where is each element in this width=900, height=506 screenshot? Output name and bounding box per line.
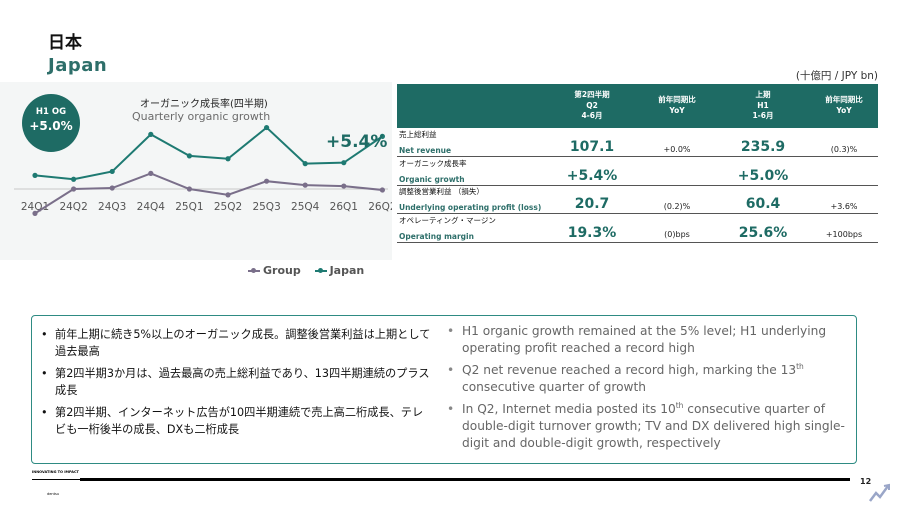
data-point-group — [71, 186, 77, 192]
unit-label: (十億円 / JPY bn) — [795, 70, 878, 82]
row-label: オーガニック成長率 Organic growth — [397, 156, 546, 186]
series-line-group — [34, 172, 383, 215]
logo-sub: dentsu — [47, 492, 60, 496]
data-point-japan — [264, 124, 270, 131]
x-tick-label: 25Q2 — [214, 201, 242, 213]
data-point-japan — [341, 160, 347, 166]
q2-yoy-value: (0.2)% — [638, 185, 716, 214]
watermark-icon — [869, 483, 890, 502]
list-item: Q2 net revenue reached a record high, ma… — [447, 362, 852, 396]
h1-value: 25.6% — [716, 213, 810, 243]
page-title-jp: 日本 — [48, 33, 82, 53]
highlights-box — [31, 315, 857, 464]
table-row: オペレーティング・マージン Operating margin 19.3% (0)b… — [397, 213, 878, 243]
legend-japan-label: Japan — [329, 264, 365, 277]
x-tick-label: 25Q3 — [252, 201, 280, 213]
q2-value: 107.1 — [546, 128, 638, 157]
highlights-en: H1 organic growth remained at the 5% lev… — [447, 323, 852, 457]
data-point-japan — [148, 131, 154, 137]
footer-divider-thin — [32, 479, 80, 480]
data-point-japan — [32, 172, 38, 178]
data-point-japan — [379, 133, 385, 139]
x-tick-label: 24Q3 — [98, 201, 126, 213]
footer-divider — [80, 478, 850, 481]
series-line-japan — [34, 126, 383, 181]
h1-og-badge: H1 OG +5.0% — [22, 94, 80, 152]
h1-value: +5.0% — [716, 156, 810, 186]
highlights-jp: 前年上期に続き5%以上のオーガニック成長。調整後営業利益は上期として過去最高 第… — [41, 326, 431, 443]
data-point-japan — [225, 156, 231, 162]
h1-yoy-value: +100bps — [810, 213, 878, 243]
chart-title-jp: オーガニック成長率(四半期) — [140, 99, 268, 110]
q2-yoy-value: +0.0% — [638, 128, 716, 157]
badge-value: +5.0% — [29, 119, 73, 133]
data-point-japan — [302, 161, 308, 167]
row-label: 調整後営業利益 （損失） Underlying operating profit … — [397, 185, 546, 214]
h1-yoy-value — [810, 156, 878, 186]
list-item: In Q2, Internet media posted its 10th co… — [447, 401, 852, 452]
q2-value: +5.4% — [546, 156, 638, 186]
x-tick-label: 24Q4 — [137, 201, 166, 213]
h1-value: 235.9 — [716, 128, 810, 157]
h1-yoy-value: (0.3)% — [810, 128, 878, 157]
page-number: 12 — [860, 477, 872, 486]
q2-value: 19.3% — [546, 213, 638, 243]
header-blank — [397, 84, 546, 128]
data-point-group — [264, 178, 270, 184]
list-item: 第2四半期3か月は、過去最高の売上総利益であり、13四半期連続のプラス成長 — [41, 365, 431, 399]
financial-table: 第2四半期 Q2 4-6月 前年同期比 YoY 上期 H1 1-6月 前年同期比 YoY 売… — [397, 84, 878, 243]
header-h1-yoy: 前年同期比 YoY — [810, 84, 878, 128]
chart-legend: Group Japan — [248, 264, 374, 277]
data-point-japan — [186, 153, 192, 159]
latest-growth-callout: +5.4% — [326, 132, 388, 152]
table-row: オーガニック成長率 Organic growth +5.4% +5.0% — [397, 156, 878, 186]
list-item: 前年上期に続き5%以上のオーガニック成長。調整後営業利益は上期として過去最高 — [41, 326, 431, 360]
row-label: オペレーティング・マージン Operating margin — [397, 213, 546, 243]
data-point-group — [109, 185, 115, 191]
h1-yoy-value: +3.6% — [810, 185, 878, 214]
header-h1: 上期 H1 1-6月 — [716, 84, 810, 128]
q2-yoy-value: (0)bps — [638, 213, 716, 243]
data-point-japan — [109, 168, 115, 175]
data-point-group — [341, 183, 347, 189]
page-title-en: Japan — [48, 55, 108, 76]
table-header-row: 第2四半期 Q2 4-6月 前年同期比 YoY 上期 H1 1-6月 前年同期比 YoY — [397, 84, 878, 128]
legend-group-label: Group — [263, 264, 301, 277]
legend-group: Group — [248, 264, 301, 277]
x-tick-label: 25Q1 — [175, 201, 203, 213]
table-row: 売上総利益 Net revenue 107.1 +0.0% 235.9 (0.3)… — [397, 128, 878, 157]
data-point-group — [225, 192, 231, 198]
data-point-japan — [71, 176, 77, 182]
x-tick-label: 26Q2 — [368, 201, 392, 213]
data-point-group — [32, 210, 38, 216]
badge-label: H1 OG — [35, 107, 67, 117]
header-q2-yoy: 前年同期比 YoY — [638, 84, 716, 128]
h1-value: 60.4 — [716, 185, 810, 214]
data-point-group — [148, 170, 154, 176]
q2-yoy-value — [638, 156, 716, 186]
header-q2: 第2四半期 Q2 4-6月 — [546, 84, 638, 128]
x-tick-label: 25Q4 — [291, 201, 320, 213]
data-point-group — [302, 182, 308, 188]
x-tick-label: 26Q1 — [330, 201, 358, 213]
q2-value: 20.7 — [546, 185, 638, 214]
legend-japan: Japan — [314, 264, 365, 277]
chart-title-en: Quarterly organic growth — [132, 110, 271, 123]
x-tick-label: 24Q2 — [59, 201, 87, 213]
organic-growth-chart: 24Q124Q224Q324Q425Q125Q225Q325Q426Q126Q2 — [14, 124, 392, 216]
row-label: 売上総利益 Net revenue — [397, 128, 546, 157]
data-point-group — [186, 186, 192, 192]
list-item: H1 organic growth remained at the 5% lev… — [447, 323, 852, 357]
data-point-group — [379, 187, 385, 193]
logo-wordmark: INNOVATING TO IMPACT — [32, 470, 79, 474]
list-item: 第2四半期、インターネット広告が10四半期連続で売上高二桁成長、テレビも一桁後半… — [41, 404, 431, 438]
table-row: 調整後営業利益 （損失） Underlying operating profit … — [397, 185, 878, 214]
